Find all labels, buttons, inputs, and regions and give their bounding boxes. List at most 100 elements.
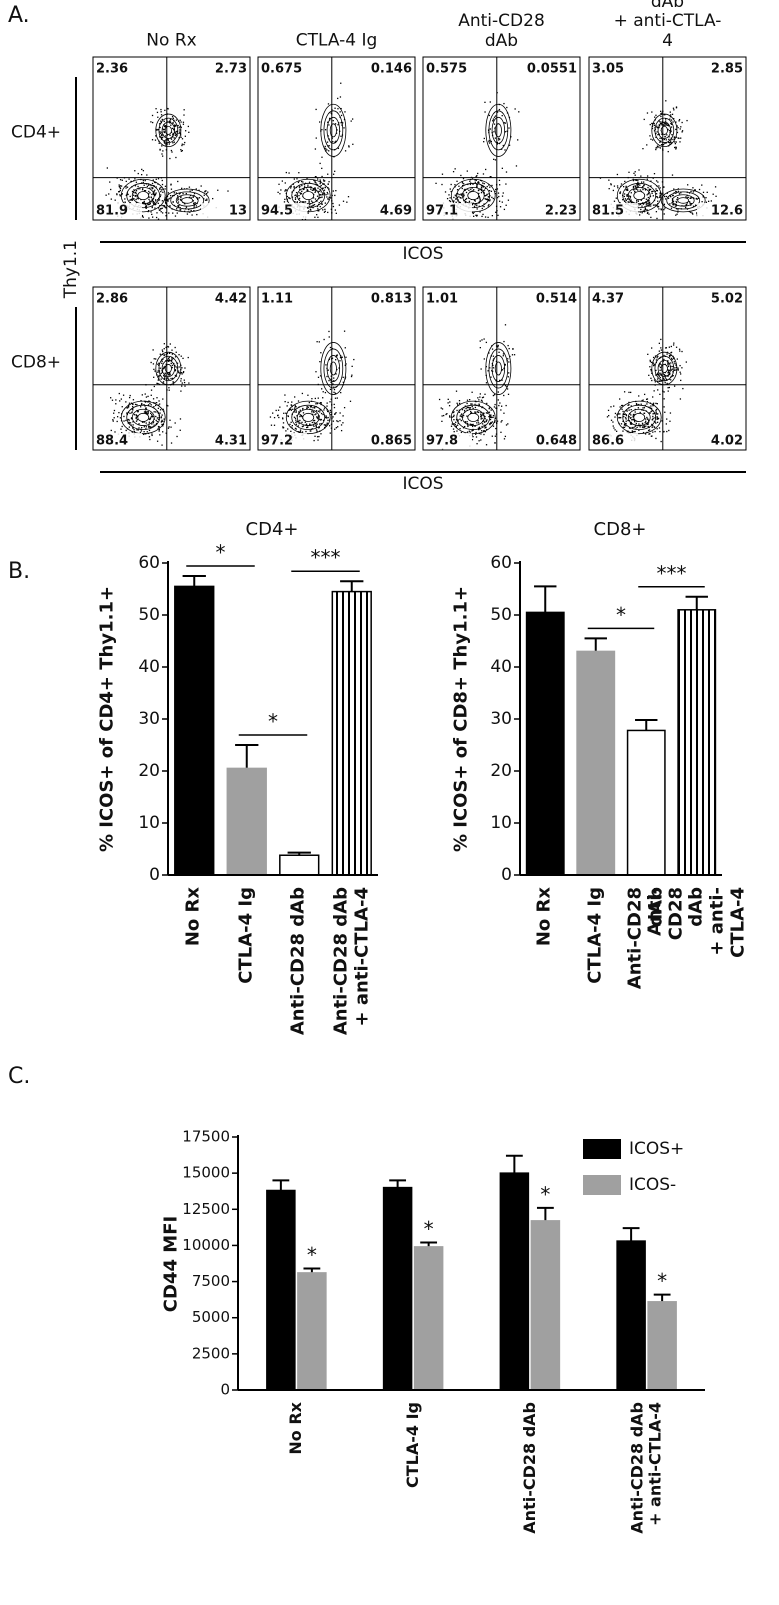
event-dot xyxy=(120,195,121,196)
event-dot xyxy=(327,174,328,175)
event-dot xyxy=(498,345,499,346)
event-dot xyxy=(310,430,311,431)
event-dot xyxy=(126,407,127,408)
event-dot xyxy=(613,425,614,426)
event-dot xyxy=(459,419,460,420)
event-dot xyxy=(149,418,150,419)
event-dot xyxy=(654,117,655,118)
event-dot xyxy=(480,418,481,419)
event-dot xyxy=(463,183,464,184)
event-dot xyxy=(117,416,118,417)
event-dot xyxy=(649,135,650,136)
event-dot xyxy=(162,208,163,209)
event-dot xyxy=(322,194,323,195)
event-dot xyxy=(154,190,155,191)
event-dot xyxy=(655,422,656,423)
event-dot xyxy=(188,382,189,383)
quadrant-value: 0.575 xyxy=(426,62,467,77)
event-dot xyxy=(493,415,494,416)
event-dot xyxy=(639,214,640,215)
event-dot xyxy=(661,349,662,350)
event-dot xyxy=(676,191,677,192)
event-dot xyxy=(646,199,647,200)
event-dot xyxy=(140,432,141,433)
event-dot xyxy=(669,356,670,357)
event-dot xyxy=(503,341,504,342)
event-dot xyxy=(284,401,285,402)
event-dot xyxy=(158,427,159,428)
event-dot xyxy=(344,407,345,408)
event-dot xyxy=(672,359,673,360)
event-dot xyxy=(673,342,674,343)
event-dot xyxy=(118,412,119,413)
event-dot xyxy=(328,124,329,125)
event-dot xyxy=(326,376,327,377)
event-dot xyxy=(164,418,165,419)
event-dot xyxy=(635,175,636,176)
event-dot xyxy=(455,422,456,423)
event-dot xyxy=(504,149,505,150)
event-dot xyxy=(328,417,329,418)
event-dot xyxy=(483,206,484,207)
event-dot xyxy=(327,192,328,193)
event-dot xyxy=(503,413,504,414)
event-dot xyxy=(680,398,681,399)
event-dot xyxy=(652,431,653,432)
event-dot xyxy=(326,405,327,406)
event-dot xyxy=(153,191,154,192)
event-dot xyxy=(136,195,137,196)
event-dot xyxy=(299,192,300,193)
event-dot xyxy=(287,415,288,416)
event-dot xyxy=(112,419,113,420)
event-dot xyxy=(459,400,460,401)
event-dot xyxy=(651,123,652,124)
event-dot xyxy=(156,217,157,218)
event-dot xyxy=(176,208,177,209)
event-dot xyxy=(476,443,477,444)
event-dot xyxy=(679,349,680,350)
event-dot xyxy=(674,367,675,368)
event-dot xyxy=(478,189,479,190)
event-dot xyxy=(337,421,338,422)
event-dot xyxy=(477,411,478,412)
event-dot xyxy=(495,159,496,160)
event-dot xyxy=(654,173,655,174)
event-dot xyxy=(499,180,500,181)
event-dot xyxy=(333,206,334,207)
event-dot xyxy=(304,186,305,187)
event-dot xyxy=(314,192,315,193)
event-dot xyxy=(638,169,639,170)
event-dot xyxy=(169,135,170,136)
event-dot xyxy=(302,408,303,409)
event-dot xyxy=(658,206,659,207)
event-dot xyxy=(500,206,501,207)
event-dot xyxy=(614,429,615,430)
event-dot xyxy=(282,418,283,419)
event-dot xyxy=(132,424,133,425)
event-dot xyxy=(158,178,159,179)
event-dot xyxy=(669,203,670,204)
event-dot xyxy=(182,144,183,145)
contour xyxy=(661,126,667,134)
event-dot xyxy=(284,199,285,200)
event-dot xyxy=(181,372,182,373)
event-dot xyxy=(466,415,467,416)
event-dot xyxy=(201,185,202,186)
event-dot xyxy=(654,427,655,428)
event-dot xyxy=(184,142,185,143)
event-dot xyxy=(183,114,184,115)
event-dot xyxy=(649,366,650,367)
event-dot xyxy=(642,212,643,213)
event-dot xyxy=(115,399,116,400)
event-dot xyxy=(641,205,642,206)
event-dot xyxy=(161,363,162,364)
legend-swatch xyxy=(583,1175,621,1195)
event-dot xyxy=(449,401,450,402)
event-dot xyxy=(316,429,317,430)
event-dot xyxy=(659,394,660,395)
event-dot xyxy=(676,106,677,107)
event-dot xyxy=(129,403,130,404)
event-dot xyxy=(481,187,482,188)
bar xyxy=(531,1221,559,1390)
event-dot xyxy=(157,383,158,384)
